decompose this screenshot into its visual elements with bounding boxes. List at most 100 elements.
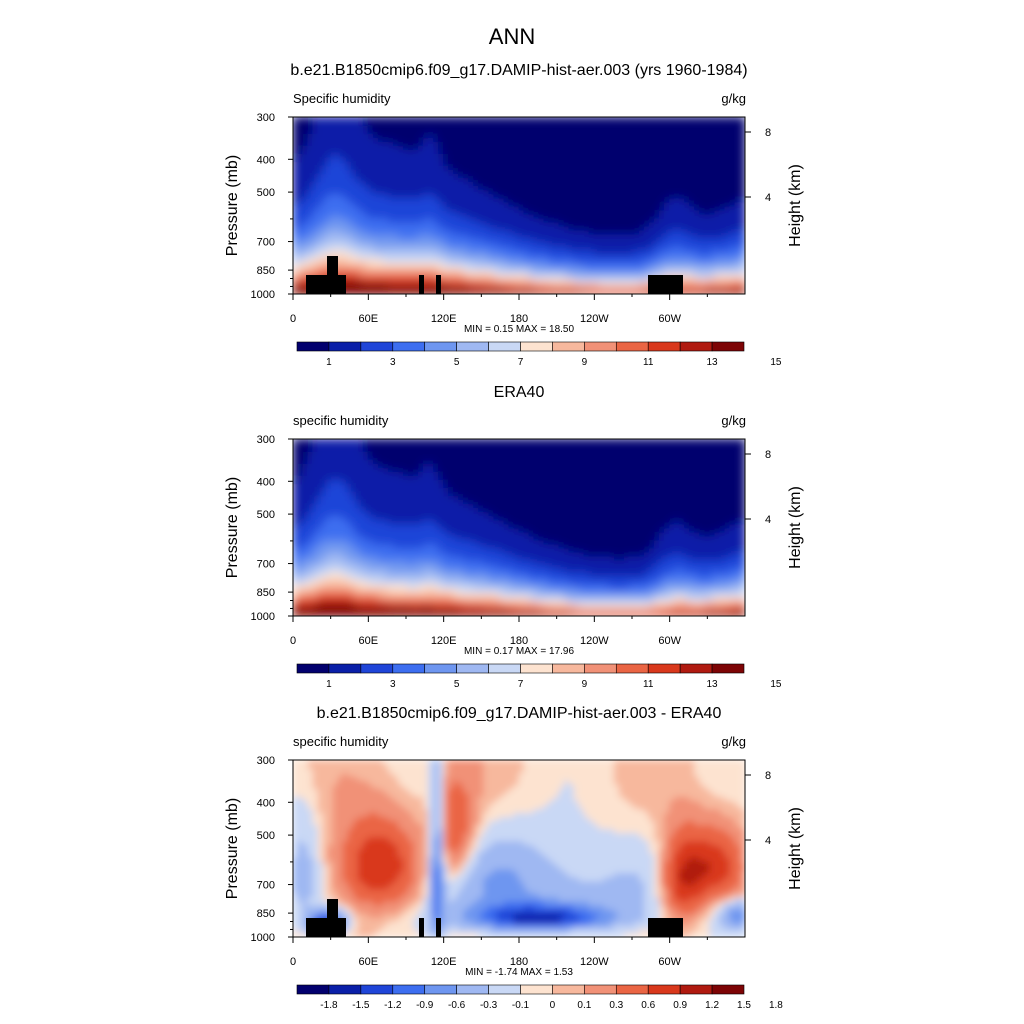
colorbar-swatch [679,984,713,995]
colorbar-swatch [552,341,585,352]
panel-3: b.e21.B1850cmip6.f09_g17.DAMIP-hist-aer.… [224,705,804,1011]
y-tick-label: 500 [257,187,275,199]
x-tick-label: 120E [431,313,457,325]
x-tick-label: 120E [431,956,457,968]
colorbar-label: 11 [643,357,654,368]
right-axis: 8 4 Height (km) [745,127,804,247]
terrain-block [327,899,338,919]
contour-field [293,760,745,937]
panel-stats: MIN = 0.17 MAX = 17.96 [464,646,574,657]
terrain-block [648,918,683,937]
colorbar-label: 15 [770,357,782,368]
x-tick-label: 0 [290,313,296,325]
colorbar-swatch [488,984,521,995]
x-tick-label: 120W [580,635,609,647]
colorbar-label: 13 [707,679,719,690]
x-axis: 0 60E 120E 180 120W 60W [290,616,708,647]
terrain-mask [306,899,683,937]
right-axis-label: Height (km) [787,164,804,247]
colorbar-swatch [647,984,681,995]
colorbar-swatch [647,663,681,674]
right-axis-label: Height (km) [787,486,804,569]
x-tick-label: 120E [431,635,457,647]
panel-stats: MIN = -1.74 MAX = 1.53 [465,967,573,978]
panel-stats: MIN = 0.15 MAX = 18.50 [464,324,574,335]
colorbar-label: 0 [550,1000,556,1011]
contour-field [293,117,745,294]
right-axis: 8 4 Height (km) [745,770,804,890]
y-tick-label: 1000 [251,611,275,623]
colorbar-swatch [647,341,681,352]
colorbar-swatch [424,341,457,352]
colorbar-label: 1 [326,357,332,368]
colorbar-label: 0.1 [577,1000,591,1011]
x-axis: 0 60E 120E 180 120W 60W [290,294,708,325]
colorbar-swatch [584,663,617,674]
y-axis: 300 400 500 700 850 1000 Pressure (mb) [224,112,293,301]
y-tick-label: 700 [257,559,275,571]
panel-title: ERA40 [494,384,545,401]
y-tick-label: 500 [257,830,275,842]
terrain-block [306,275,346,294]
colorbar-swatch [615,341,649,352]
colorbar-label: 5 [454,357,460,368]
colorbar-label: 9 [582,357,588,368]
y-axis: 300 400 500 700 850 1000 Pressure (mb) [224,434,293,623]
colorbar: 1 3 5 7 9 11 13 15 [296,663,782,690]
x-tick-label: 60W [658,956,681,968]
colorbar-label: -0.9 [416,1000,434,1011]
y-axis: 300 400 500 700 850 1000 Pressure (mb) [224,755,293,944]
right-tick-label: 4 [765,835,771,847]
colorbar-swatch [328,984,362,995]
right-tick-label: 4 [765,514,771,526]
right-axis-label: Height (km) [787,807,804,890]
colorbar-label: 1 [326,679,332,690]
contour-field [293,439,745,616]
y-axis-label: Pressure (mb) [224,155,241,256]
y-tick-label: 850 [257,908,275,920]
panel-units-label: g/kg [721,413,746,428]
colorbar-swatch [584,341,617,352]
colorbar-label: 11 [643,679,654,690]
colorbar-label: 3 [390,357,396,368]
panel-units-label: g/kg [721,91,746,106]
x-tick-label: 60W [658,635,681,647]
panel-variable-label: specific humidity [293,413,389,428]
x-tick-label: 60E [359,956,379,968]
x-tick-label: 180 [510,313,528,325]
y-tick-label: 850 [257,587,275,599]
colorbar-swatch [711,341,745,352]
terrain-block [327,256,338,276]
y-tick-label: 400 [257,476,275,488]
colorbar-label: 1.8 [769,1000,783,1011]
x-tick-label: 180 [510,635,528,647]
colorbar-swatch [392,663,426,674]
y-tick-label: 1000 [251,289,275,301]
x-tick-label: 60E [359,313,379,325]
x-tick-label: 120W [580,313,609,325]
colorbar-swatch [520,984,553,995]
colorbar-label: 0.6 [641,1000,655,1011]
y-tick-label: 850 [257,265,275,277]
colorbar-swatch [456,663,489,674]
y-axis-label: Pressure (mb) [224,798,241,899]
colorbar-label: 0.9 [673,1000,687,1011]
colorbar: 1 3 5 7 9 11 13 15 [296,341,782,368]
colorbar-swatch [711,663,745,674]
colorbar-label: -0.1 [512,1000,530,1011]
colorbar-swatch [615,663,649,674]
colorbar-swatch [360,663,394,674]
colorbar-label: 1.2 [705,1000,719,1011]
terrain-mask [306,256,683,294]
colorbar-label: -1.2 [384,1000,402,1011]
panel-title: b.e21.B1850cmip6.f09_g17.DAMIP-hist-aer.… [317,705,722,722]
panel-units-label: g/kg [721,734,746,749]
y-tick-label: 400 [257,797,275,809]
right-axis: 8 4 Height (km) [745,449,804,569]
colorbar-swatch [392,341,426,352]
colorbar-swatch [615,984,649,995]
x-axis: 0 60E 120E 180 120W 60W [290,937,708,968]
y-tick-label: 400 [257,154,275,166]
y-axis-label: Pressure (mb) [224,477,241,578]
